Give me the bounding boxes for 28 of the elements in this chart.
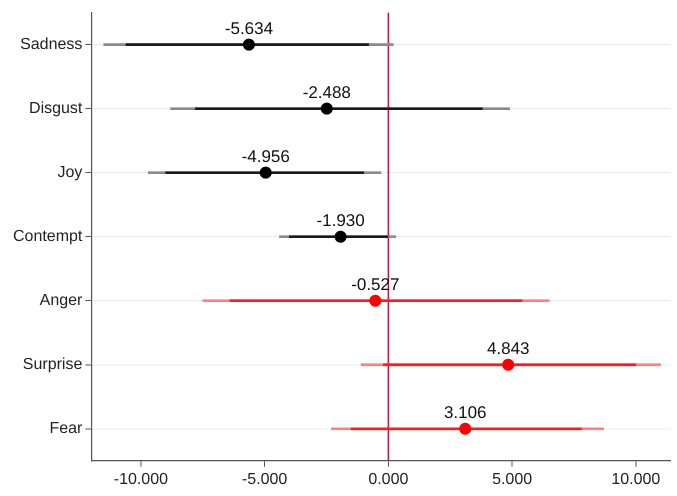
y-tick-label: Anger: [40, 292, 84, 310]
x-tick-label: 5.000: [492, 470, 532, 488]
point: [260, 166, 272, 179]
bar: [230, 299, 522, 302]
bar: [194, 107, 483, 110]
data-label: 4.843: [486, 338, 530, 358]
data-label: -2.488: [302, 82, 351, 102]
x-tick-label: -10.000: [114, 470, 168, 488]
point: [369, 294, 382, 307]
y-tick-label: Joy: [57, 164, 82, 182]
y-tick-label: Surprise: [22, 356, 82, 374]
x-tick-label: -5.000: [242, 470, 288, 488]
point: [320, 102, 333, 115]
data-label: 3.106: [444, 402, 487, 422]
x-tick-label: 10.000: [611, 470, 660, 488]
bar: [383, 363, 636, 366]
y-tick-label: Contempt: [12, 228, 83, 246]
x-tick-label: 0.000: [368, 470, 408, 488]
data-label: -4.956: [242, 146, 290, 166]
y-tick-label: Disgust: [29, 100, 83, 118]
data-label: -1.930: [316, 210, 365, 230]
point: [459, 422, 472, 435]
data-label: -5.634: [224, 18, 274, 38]
point: [502, 358, 514, 371]
y-tick-label: Fear: [49, 420, 84, 438]
point: [242, 38, 255, 51]
point: [334, 230, 347, 243]
y-tick-label: Sadness: [20, 36, 82, 54]
